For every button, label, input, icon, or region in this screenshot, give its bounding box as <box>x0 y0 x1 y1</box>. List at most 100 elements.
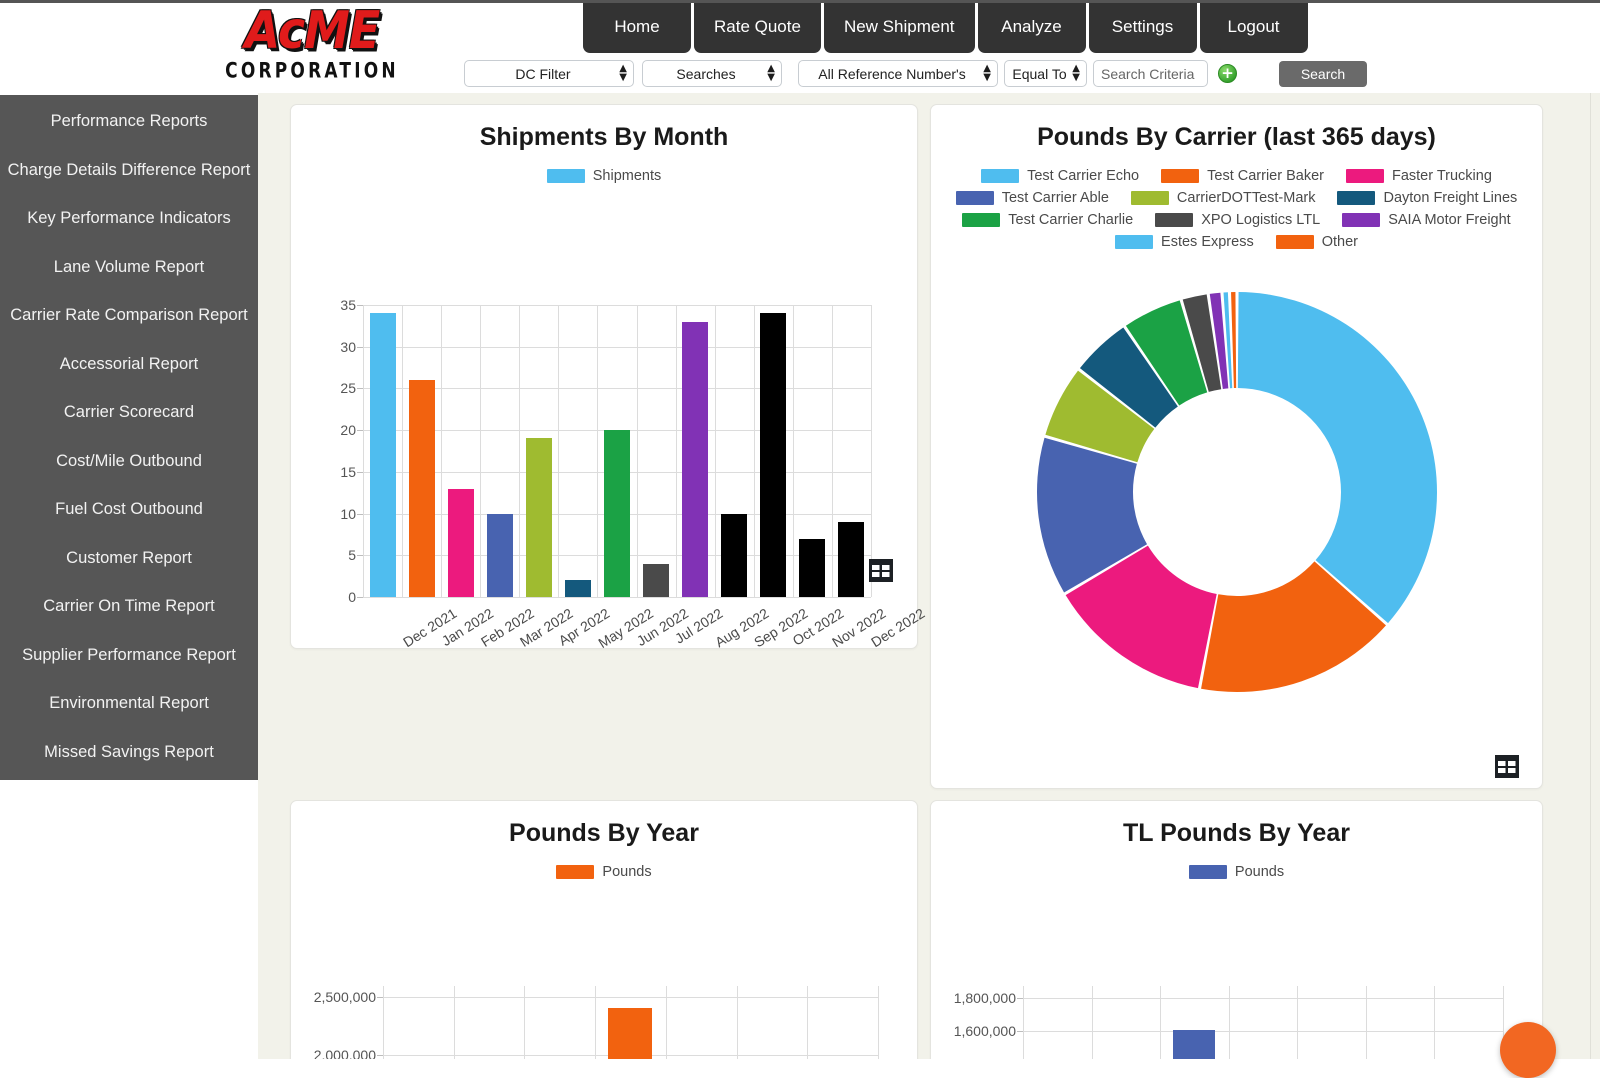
donut-slice[interactable] <box>1044 370 1154 463</box>
bar[interactable] <box>487 514 513 597</box>
y-axis-tick-label: 1,400,000 <box>954 1057 1016 1059</box>
gridline <box>480 305 481 597</box>
legend-item[interactable]: Other <box>1275 234 1358 250</box>
sidebar-item-customer-report[interactable]: Customer Report <box>66 548 192 567</box>
bar[interactable] <box>409 380 435 597</box>
gridline <box>1434 986 1435 1059</box>
brand-logo[interactable]: AcME CORPORATION <box>222 4 402 83</box>
bar[interactable] <box>760 313 786 597</box>
bar[interactable] <box>565 580 591 597</box>
sidebar-item-performance-reports[interactable]: Performance Reports <box>50 112 208 130</box>
legend-item[interactable]: Faster Trucking <box>1345 168 1492 184</box>
gridline <box>754 305 755 597</box>
donut-slice[interactable] <box>1125 300 1207 406</box>
donut-slice[interactable] <box>1079 327 1178 428</box>
donut-slice[interactable] <box>1200 561 1386 692</box>
bar[interactable] <box>643 564 669 597</box>
donut-slice[interactable] <box>1230 292 1236 389</box>
bar[interactable] <box>838 522 864 597</box>
sidebar-item-charge-details-difference[interactable]: Charge Details Difference Report <box>7 160 251 179</box>
donut-slice[interactable] <box>1036 437 1147 593</box>
chat-bubble-icon[interactable] <box>1500 1022 1556 1078</box>
searches-select[interactable]: Searches <box>642 60 782 87</box>
nav-tab-analyze[interactable]: Analyze <box>977 3 1086 53</box>
y-axis-tick-label: 1,800,000 <box>953 989 1016 1006</box>
add-criteria-icon[interactable]: + <box>1218 64 1237 83</box>
operator-select[interactable]: Equal To <box>1004 60 1087 87</box>
chart-plot-shipments: 0 5 10 15 20 25 30 35 Dec 2021 Jan 2022 Feb 2022 Ma… <box>340 297 927 651</box>
sidebar-item-environmental-report[interactable]: Environmental Report <box>49 694 209 712</box>
sidebar-item-accessorial-report[interactable]: Accessorial Report <box>59 354 199 373</box>
bar[interactable] <box>370 313 396 597</box>
legend-swatch <box>1161 169 1200 183</box>
dc-filter-select[interactable]: DC Filter <box>464 60 634 87</box>
legend-swatch <box>1345 169 1384 183</box>
bar[interactable] <box>799 539 825 597</box>
sidebar-item-supplier-performance[interactable]: Supplier Performance Report <box>22 645 236 664</box>
bar[interactable] <box>1173 1030 1215 1059</box>
search-toolbar: DC Filter ▲ ▼ Searches ▲ ▼ All Reference N… <box>464 60 1367 87</box>
gridline <box>454 986 455 1059</box>
legend-label: Other <box>1321 234 1358 250</box>
page-scrollbar[interactable] <box>1590 93 1600 1059</box>
sidebar-item-cost-mile-outbound[interactable]: Cost/Mile Outbound <box>56 451 202 470</box>
sidebar-item-carrier-rate-comparison[interactable]: Carrier Rate Comparison Report <box>10 306 248 324</box>
gridline <box>383 997 878 999</box>
donut-slice[interactable] <box>1209 292 1228 389</box>
y-axis-tick-mark <box>357 305 363 306</box>
nav-tab-home[interactable]: Home <box>583 3 691 53</box>
donut-slice[interactable] <box>1065 545 1217 689</box>
table-grid-icon[interactable] <box>1495 755 1519 778</box>
legend-swatch <box>546 169 585 183</box>
legend-item[interactable]: Test Carrier Charlie <box>962 212 1133 228</box>
y-axis-tick-label: 15 <box>340 463 356 480</box>
bar[interactable] <box>608 1008 652 1059</box>
bar[interactable] <box>604 430 630 597</box>
legend-swatch <box>962 213 1001 227</box>
legend-item[interactable]: Estes Express <box>1115 234 1254 250</box>
bar[interactable] <box>721 514 747 597</box>
legend-label: Pounds <box>602 864 652 880</box>
table-grid-icon[interactable] <box>869 559 893 582</box>
gridline <box>595 986 596 1059</box>
chart-plot-tlpounds: 1,000,0001,200,0001,400,0001,600,0001,80… <box>954 986 1504 1059</box>
search-button[interactable]: Search <box>1279 60 1367 87</box>
legend-item[interactable]: Pounds <box>556 864 652 880</box>
sidebar-item-missed-savings-report[interactable]: Missed Savings Report <box>44 742 214 761</box>
bar[interactable] <box>682 322 708 597</box>
nav-tab-settings[interactable]: Settings <box>1088 3 1197 53</box>
nav-tab-rate-quote[interactable]: Rate Quote <box>694 3 821 53</box>
bar[interactable] <box>448 489 474 597</box>
legend-item[interactable]: Test Carrier Baker <box>1161 168 1324 184</box>
legend-item[interactable]: XPO Logistics LTL <box>1155 212 1320 228</box>
legend-item[interactable]: Pounds <box>1188 864 1284 880</box>
legend-item[interactable]: SAIA Motor Freight <box>1342 212 1511 228</box>
gridline <box>383 986 384 1059</box>
gridline <box>676 305 677 597</box>
donut-slice[interactable] <box>1223 292 1232 389</box>
nav-tab-new-shipment[interactable]: New Shipment <box>823 3 975 53</box>
legend-item[interactable]: CarrierDOTTest-Mark <box>1130 190 1315 206</box>
legend-swatch <box>955 191 994 205</box>
gridline <box>637 305 638 597</box>
y-axis-tick-mark <box>377 1054 383 1056</box>
legend-item[interactable]: Test Carrier Echo <box>981 168 1139 184</box>
sidebar-item-carrier-on-time-report[interactable]: Carrier On Time Report <box>43 597 215 615</box>
legend-item[interactable]: Dayton Freight Lines <box>1337 190 1517 206</box>
donut-slice[interactable] <box>1237 292 1437 624</box>
gridline <box>793 305 794 597</box>
y-axis-tick-mark <box>357 430 363 432</box>
reference-number-select[interactable]: All Reference Number's <box>798 60 998 87</box>
search-criteria-input[interactable] <box>1093 60 1208 87</box>
bar[interactable] <box>526 438 552 597</box>
legend-item[interactable]: Test Carrier Able <box>955 190 1109 206</box>
legend-swatch <box>1188 865 1227 879</box>
sidebar-item-fuel-cost-outbound[interactable]: Fuel Cost Outbound <box>55 500 203 518</box>
sidebar-item-carrier-scorecard[interactable]: Carrier Scorecard <box>63 403 195 421</box>
sidebar-item-key-performance-indicators[interactable]: Key Performance Indicators <box>27 209 231 227</box>
nav-tab-logout[interactable]: Logout <box>1199 3 1308 53</box>
donut-slice[interactable] <box>1182 294 1221 392</box>
sidebar-item-lane-volume-report[interactable]: Lane Volume Report <box>53 257 205 276</box>
legend-item[interactable]: Shipments <box>546 168 661 184</box>
